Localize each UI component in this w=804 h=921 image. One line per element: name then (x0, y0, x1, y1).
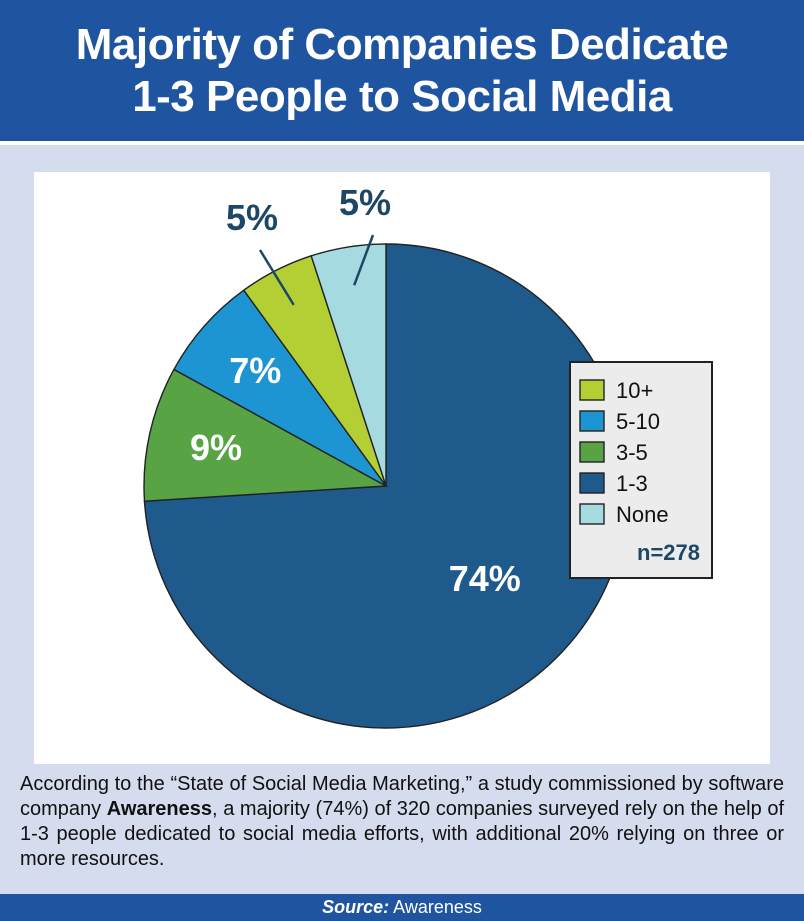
legend-swatch-1-3 (579, 472, 605, 494)
legend-label-none: None (616, 502, 669, 527)
legend-swatch-5-10 (579, 410, 605, 432)
chart-title-line-2: 1-3 People to Social Media (132, 72, 672, 121)
description-company: Awareness (106, 798, 213, 820)
source-bar: Source: Awareness (0, 894, 804, 921)
data-label-5-10: 7% (229, 350, 281, 391)
description-part-2: , a majority (74%) of 320 companies surv… (20, 798, 784, 870)
source-value: Awareness (393, 897, 482, 917)
legend-label-1-3: 1-3 (616, 471, 648, 496)
chart-panel: 74% 9% 7% 5% 5% 10+ 5-10 3-5 1-3 None n=278 (34, 172, 770, 764)
legend-swatch-3-5 (579, 441, 605, 463)
title-banner: Majority of Companies Dedicate 1-3 Peopl… (0, 0, 804, 145)
legend-label-3-5: 3-5 (616, 440, 648, 465)
legend-swatch-10 (579, 379, 605, 401)
pie-slice-3-5 (143, 368, 389, 502)
data-label-none: 5% (339, 182, 391, 223)
chart-title-line-1: Majority of Companies Dedicate (75, 20, 729, 69)
data-label-3-5: 9% (190, 427, 242, 468)
leader-line-none (353, 234, 375, 286)
data-label-1-3: 74% (449, 558, 521, 599)
source-label: Source: (322, 897, 390, 917)
sample-size-note: n=278 (637, 540, 700, 565)
legend-label-5-10: 5-10 (616, 409, 660, 434)
pie-slice-5-10 (172, 289, 387, 487)
description-part-1: According to the “State of Social Media … (20, 773, 784, 820)
leader-line-10 (258, 249, 295, 306)
pie-slice-none (310, 243, 387, 487)
legend-swatch-none (579, 503, 605, 525)
pie-chart: 74% 9% 7% 5% 5% 10+ 5-10 3-5 1-3 None n=278 (143, 182, 713, 729)
description-text: According to the “State of Social Media … (20, 772, 784, 872)
data-label-10: 5% (226, 197, 278, 238)
legend-label-10: 10+ (616, 378, 653, 403)
